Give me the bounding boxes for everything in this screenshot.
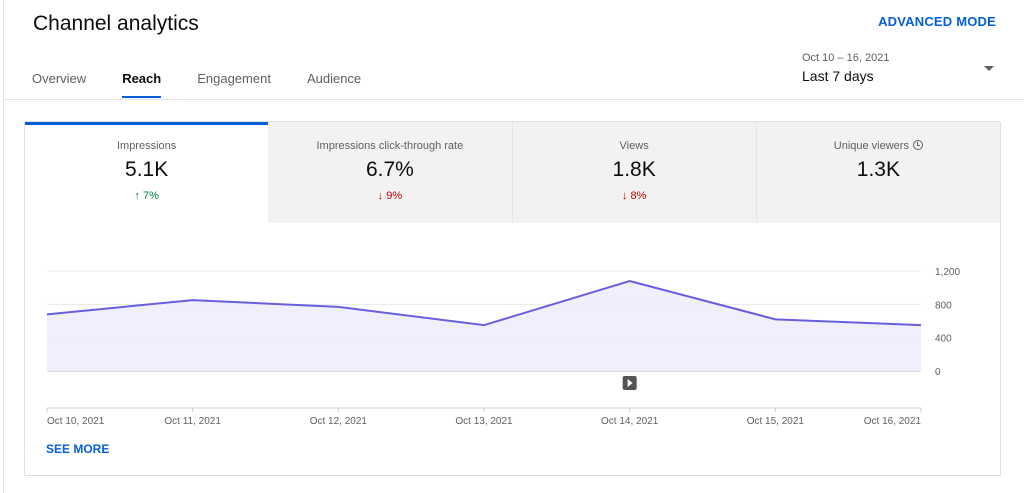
metric-unique-viewers[interactable]: Unique viewers 1.3K (755, 122, 1000, 223)
page-title: Channel analytics (33, 12, 199, 35)
metric-delta: ↓ 9% (377, 190, 403, 202)
metric-value: 5.1K (125, 158, 169, 181)
analytics-page: Channel analytics ADVANCED MODE Overview… (3, 0, 1024, 493)
chevron-down-icon (984, 66, 994, 71)
y-tick-label: 1,200 (935, 267, 960, 278)
tab-overview[interactable]: Overview (32, 71, 87, 86)
x-tick-label: Oct 11, 2021 (164, 416, 221, 427)
see-more-link[interactable]: SEE MORE (46, 442, 110, 456)
metric-delta: ↑ 7% (134, 190, 159, 202)
date-range-text: Oct 10 – 16, 2021 (802, 52, 890, 64)
tab-engagement[interactable]: Engagement (197, 71, 271, 86)
date-preset: Last 7 days (802, 68, 874, 84)
metric-value: 1.8K (612, 158, 656, 181)
play-icon (627, 379, 633, 387)
x-tick-label: Oct 10, 2021 (47, 416, 105, 427)
date-range-dropdown[interactable]: Oct 10 – 16, 2021 Last 7 days (802, 52, 1002, 84)
metric-label: Unique viewers (833, 140, 909, 152)
metric-label: Impressions click-through rate (316, 140, 464, 152)
x-tick-label: Oct 14, 2021 (601, 416, 659, 427)
metric-ctr[interactable]: Impressions click-through rate 6.7% ↓ 9% (268, 122, 512, 223)
y-tick-label: 800 (935, 300, 952, 311)
metric-value: 6.7% (365, 158, 414, 181)
y-tick-label: 400 (935, 334, 952, 345)
metric-label: Views (619, 140, 649, 152)
reach-chart: 1,200 800 400 0 Oct 10, 2021 Oct 11, 2021 Oct … (46, 267, 960, 427)
metric-views[interactable]: Views 1.8K ↓ 8% (511, 122, 756, 223)
clock-icon (912, 140, 923, 150)
x-tick-label: Oct 16, 2021 (864, 416, 922, 427)
advanced-mode-button[interactable]: ADVANCED MODE (878, 14, 996, 29)
divider (4, 99, 1024, 100)
metric-label-wrap: Unique viewers (757, 140, 1000, 152)
tab-reach[interactable]: Reach (108, 60, 175, 98)
reach-card: Impressions 5.1K ↑ 7% Impressions click-… (24, 121, 1001, 476)
tab-bar: Overview Reach Engagement Audience (18, 60, 383, 98)
x-tick-label: Oct 15, 2021 (747, 416, 805, 427)
metric-value: 1.3K (856, 158, 900, 181)
metric-impressions[interactable]: Impressions 5.1K ↑ 7% (25, 122, 269, 223)
x-tick-label: Oct 12, 2021 (310, 416, 368, 427)
tab-audience[interactable]: Audience (306, 71, 362, 86)
y-tick-label: 0 (935, 367, 941, 378)
x-tick-label: Oct 13, 2021 (455, 416, 513, 427)
metric-label: Impressions (116, 140, 177, 152)
metric-delta: ↓ 8% (621, 190, 647, 202)
